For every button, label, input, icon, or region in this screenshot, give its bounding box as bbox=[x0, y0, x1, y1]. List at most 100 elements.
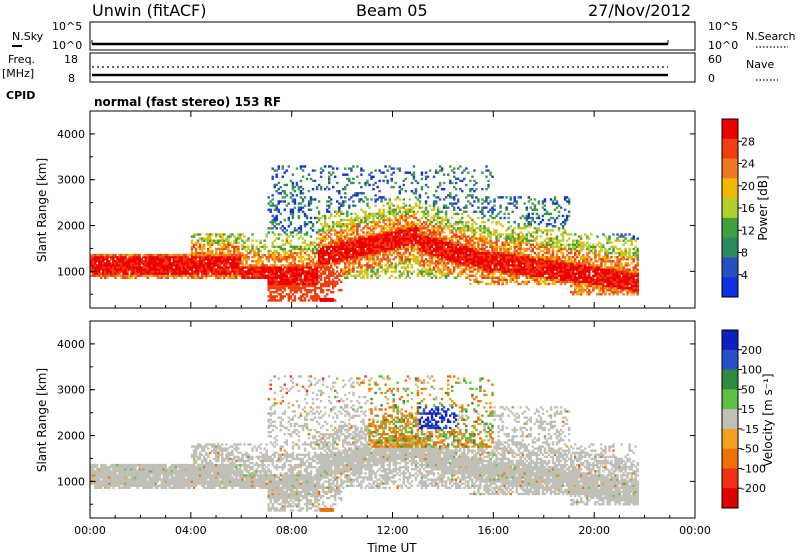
data-cell bbox=[346, 225, 349, 228]
data-cell bbox=[277, 299, 281, 302]
data-cell bbox=[323, 251, 327, 255]
data-cell bbox=[283, 264, 287, 267]
data-cell bbox=[519, 268, 522, 271]
data-cell bbox=[299, 196, 303, 199]
data-cell bbox=[251, 266, 254, 269]
data-cell bbox=[400, 262, 404, 265]
data-cell bbox=[162, 256, 166, 259]
data-cell bbox=[142, 266, 145, 269]
data-cell bbox=[122, 274, 125, 277]
data-cell bbox=[217, 243, 220, 246]
data-cell bbox=[457, 274, 460, 277]
data-cell bbox=[142, 270, 145, 273]
data-cell bbox=[307, 276, 311, 279]
data-cell bbox=[261, 276, 264, 279]
data-cell bbox=[205, 233, 208, 236]
data-cell bbox=[495, 241, 498, 244]
data-cell bbox=[303, 280, 307, 284]
data-cell bbox=[380, 225, 383, 228]
data-cell bbox=[275, 214, 278, 218]
data-cell bbox=[309, 289, 313, 292]
data-cell bbox=[229, 272, 232, 275]
data-cell bbox=[142, 268, 145, 271]
data-cell bbox=[358, 272, 361, 275]
data-cell bbox=[231, 245, 234, 249]
data-cell bbox=[293, 266, 297, 269]
data-cell bbox=[158, 276, 162, 279]
data-cell bbox=[400, 260, 404, 263]
data-cell bbox=[525, 218, 529, 222]
data-cell bbox=[126, 260, 129, 263]
data-cell bbox=[269, 208, 272, 211]
data-cell bbox=[317, 258, 321, 261]
data-cell bbox=[410, 190, 414, 193]
data-cell bbox=[378, 243, 381, 246]
data-cell bbox=[469, 179, 472, 183]
data-cell bbox=[247, 251, 250, 255]
data-cell bbox=[398, 221, 402, 224]
station-title: Unwin (fitACF) bbox=[92, 1, 206, 20]
data-cell bbox=[205, 258, 208, 261]
data-cell bbox=[336, 249, 339, 253]
data-cell bbox=[344, 268, 347, 271]
data-cell bbox=[309, 243, 313, 246]
data-cell bbox=[315, 260, 319, 263]
data-cell bbox=[362, 200, 365, 203]
nave-tick-bottom: 0 bbox=[708, 72, 715, 85]
data-cell bbox=[243, 274, 246, 277]
data-cell bbox=[188, 258, 192, 261]
data-cell bbox=[323, 188, 327, 191]
data-cell bbox=[239, 251, 242, 255]
data-cell bbox=[140, 272, 143, 275]
data-cell bbox=[338, 214, 341, 218]
data-cell bbox=[453, 171, 456, 174]
data-cell bbox=[303, 196, 307, 199]
data-cell bbox=[221, 235, 224, 238]
data-cell bbox=[350, 270, 353, 273]
data-cell bbox=[241, 233, 244, 236]
data-cell bbox=[539, 282, 543, 286]
data-cell bbox=[328, 175, 331, 178]
data-cell bbox=[229, 262, 232, 265]
data-cell bbox=[362, 235, 365, 238]
data-cell bbox=[396, 245, 399, 249]
data-cell bbox=[350, 221, 353, 224]
data-cell bbox=[170, 268, 174, 271]
data-cell bbox=[275, 190, 278, 193]
data-cell bbox=[420, 210, 424, 213]
data-cell bbox=[432, 229, 436, 232]
data-cell bbox=[152, 270, 155, 273]
data-cell bbox=[374, 249, 377, 253]
data-cell bbox=[386, 256, 389, 259]
data-cell bbox=[338, 243, 341, 246]
data-cell bbox=[219, 256, 222, 259]
data-cell bbox=[317, 251, 321, 255]
data-cell bbox=[271, 167, 274, 170]
data-cell bbox=[442, 231, 446, 234]
data-cell bbox=[205, 270, 208, 273]
data-cell bbox=[368, 245, 371, 249]
data-cell bbox=[378, 179, 381, 183]
data-cell bbox=[122, 256, 125, 259]
data-cell bbox=[507, 212, 510, 216]
data-cell bbox=[295, 286, 299, 290]
data-cell bbox=[499, 223, 502, 226]
data-cell bbox=[285, 239, 289, 242]
data-cell bbox=[223, 272, 226, 275]
data-cell bbox=[104, 262, 107, 265]
data-cell bbox=[273, 278, 276, 282]
data-cell bbox=[297, 214, 301, 218]
data-cell bbox=[394, 276, 397, 279]
data-cell bbox=[424, 171, 428, 174]
data-cell bbox=[384, 241, 387, 244]
data-cell bbox=[511, 229, 514, 232]
data-cell bbox=[283, 192, 287, 195]
data-cell bbox=[505, 206, 508, 209]
data-cell bbox=[342, 272, 345, 275]
data-cell bbox=[461, 216, 464, 220]
data-cell bbox=[338, 253, 341, 257]
data-cell bbox=[332, 253, 335, 257]
data-cell bbox=[128, 264, 131, 267]
data-cell bbox=[328, 188, 331, 191]
data-cell bbox=[134, 274, 137, 277]
